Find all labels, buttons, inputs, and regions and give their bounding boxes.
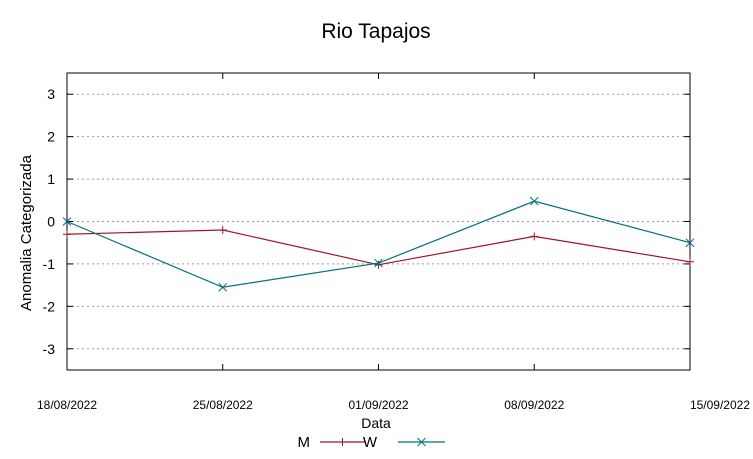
legend-label-w: W xyxy=(363,434,378,451)
x-tick-label: 25/08/2022 xyxy=(193,398,253,412)
x-tick-label: 18/08/2022 xyxy=(37,398,97,412)
x-tick-label: 15/09/2022 xyxy=(690,398,750,412)
data-point xyxy=(338,438,347,446)
x-axis: 18/08/2022 25/08/2022 01/09/2022 08/09/2022… xyxy=(37,73,750,412)
data-point xyxy=(218,282,228,292)
data-point xyxy=(374,260,383,269)
x-tick-label: 01/09/2022 xyxy=(348,398,408,412)
data-point xyxy=(218,225,227,234)
y-axis: 3 2 1 0 -1 -2 -3 xyxy=(43,86,690,357)
y-tick-label: -2 xyxy=(43,298,56,314)
data-point xyxy=(63,230,71,239)
y-tick-label: -1 xyxy=(43,256,56,272)
x-tick-label: 08/09/2022 xyxy=(504,398,564,412)
data-point xyxy=(417,437,426,447)
y-tick-label: 0 xyxy=(47,214,55,230)
y-tick-label: 3 xyxy=(47,86,55,102)
data-point xyxy=(62,217,72,226)
data-point xyxy=(529,196,539,206)
x-axis-label: Data xyxy=(361,415,391,431)
chart-title: Rio Tapajos xyxy=(321,20,430,43)
legend-label-m: M xyxy=(298,434,311,451)
y-axis-label: Anomalia Categorizada xyxy=(18,154,35,311)
y-tick-label: 1 xyxy=(47,171,55,187)
data-point xyxy=(530,232,539,241)
data-point xyxy=(374,258,383,268)
y-tick-label: 2 xyxy=(47,129,55,145)
series-group xyxy=(62,196,695,292)
y-tick-label: -3 xyxy=(43,341,56,357)
series-line-w xyxy=(66,200,691,288)
grid-lines xyxy=(67,93,690,350)
data-point xyxy=(685,238,695,248)
series-line-m xyxy=(66,229,691,266)
data-point xyxy=(686,257,694,266)
